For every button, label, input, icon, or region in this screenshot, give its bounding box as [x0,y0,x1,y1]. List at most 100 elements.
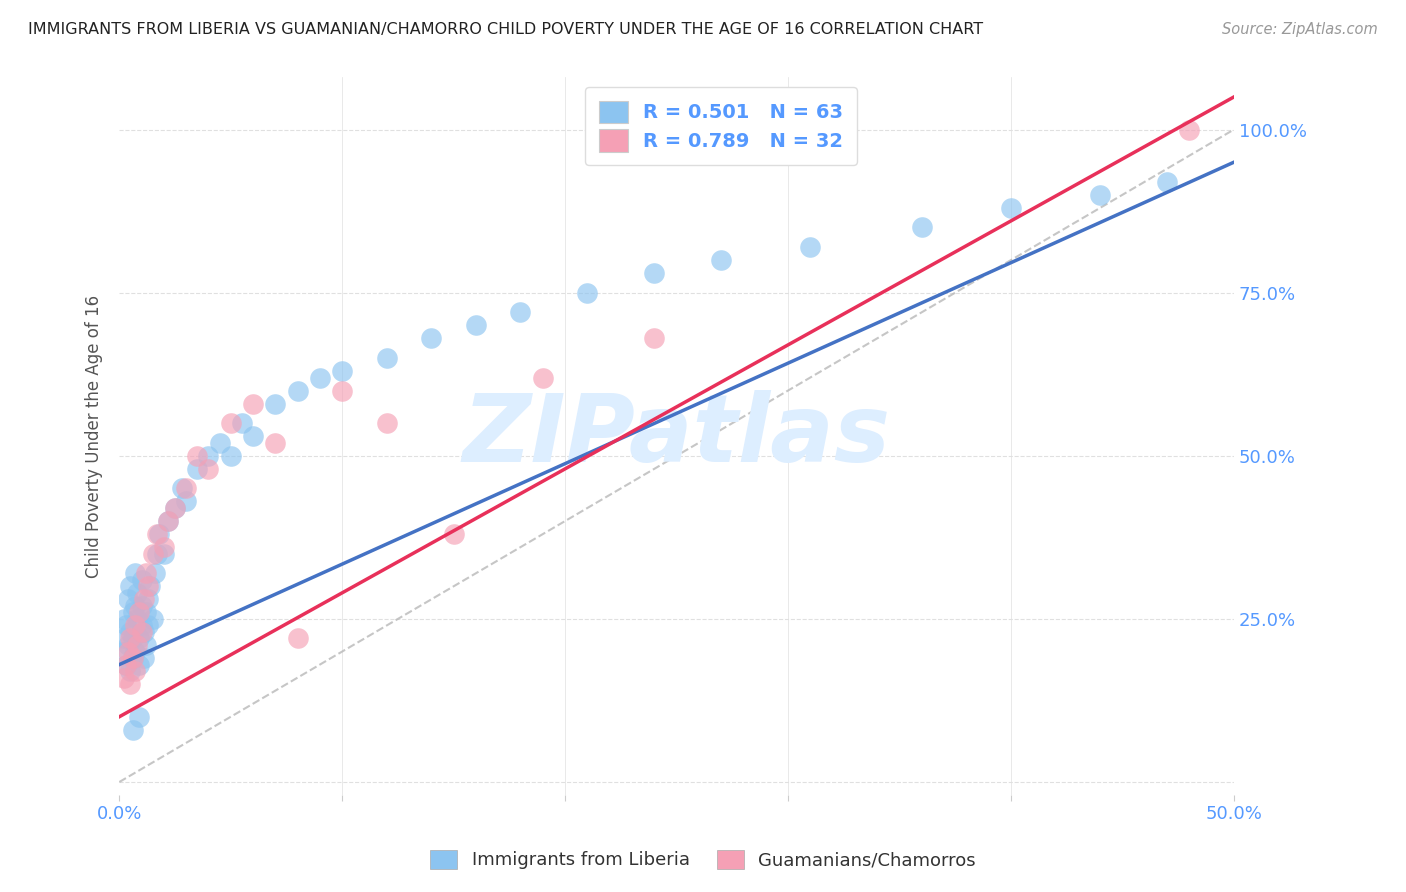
Point [124,618,146,632]
Point [120,632,142,646]
Point [157,514,180,528]
Point [121,651,143,665]
Point [115,657,138,672]
Point [139,579,162,593]
Point [117,592,139,607]
Point [464,318,486,333]
Point [131,573,153,587]
Point [309,370,332,384]
Point [142,612,165,626]
Point [174,494,197,508]
Point [799,240,821,254]
Point [112,612,135,626]
Point [643,266,665,280]
Point [186,449,208,463]
Point [121,632,143,646]
Point [170,482,193,496]
Point [710,253,733,268]
Text: IMMIGRANTS FROM LIBERIA VS GUAMANIAN/CHAMORRO CHILD POVERTY UNDER THE AGE OF 16 : IMMIGRANTS FROM LIBERIA VS GUAMANIAN/CHA… [28,22,983,37]
Point [112,671,135,685]
Text: ZIPatlas: ZIPatlas [463,391,890,483]
Point [186,462,208,476]
Point [509,305,531,319]
Point [911,220,934,235]
Point [115,657,138,672]
Point [330,384,353,398]
Point [115,618,138,632]
Point [143,566,166,581]
Point [146,527,169,541]
Point [112,632,135,646]
Y-axis label: Child Poverty Under the Age of 16: Child Poverty Under the Age of 16 [86,294,103,578]
Point [121,723,143,737]
Point [120,677,142,691]
Point [136,618,159,632]
Point [131,618,153,632]
Point [264,435,287,450]
Point [124,599,146,613]
Point [127,638,149,652]
Point [135,638,157,652]
Text: Source: ZipAtlas.com: Source: ZipAtlas.com [1222,22,1378,37]
Point [197,449,219,463]
Point [120,579,142,593]
Point [120,624,142,639]
Point [420,331,443,345]
Point [208,435,231,450]
Point [121,606,143,620]
Point [127,586,149,600]
Point [121,651,143,665]
Point [163,501,186,516]
Point [153,540,176,554]
Point [219,449,242,463]
Point [132,592,155,607]
Point [153,547,176,561]
Point [443,527,465,541]
Point [128,657,150,672]
Point [157,514,180,528]
Point [120,664,142,678]
Point [124,566,146,581]
Point [124,664,146,678]
Point [131,599,153,613]
Point [242,429,264,443]
Point [136,592,159,607]
Point [375,416,398,430]
Point [287,384,309,398]
Point [330,364,353,378]
Point [231,416,253,430]
Point [1156,175,1178,189]
Point [136,579,159,593]
Point [127,612,149,626]
Point [146,547,169,561]
Point [242,397,264,411]
Point [117,638,139,652]
Point [117,644,139,658]
Point [135,606,157,620]
Point [197,462,219,476]
Point [1088,187,1111,202]
Point [148,527,170,541]
Point [174,482,197,496]
Legend: Immigrants from Liberia, Guamanians/Chamorros: Immigrants from Liberia, Guamanians/Cham… [420,841,986,879]
Point [1000,201,1022,215]
Legend: R = 0.501   N = 63, R = 0.789   N = 32: R = 0.501 N = 63, R = 0.789 N = 32 [585,87,858,165]
Point [128,710,150,724]
Point [128,606,150,620]
Point [131,624,153,639]
Point [287,632,309,646]
Point [576,285,599,300]
Point [375,351,398,365]
Point [1178,122,1201,136]
Point [110,644,132,658]
Point [128,632,150,646]
Point [531,370,554,384]
Point [132,651,155,665]
Point [219,416,242,430]
Point [124,644,146,658]
Point [264,397,287,411]
Point [163,501,186,516]
Point [643,331,665,345]
Point [132,624,155,639]
Point [142,547,165,561]
